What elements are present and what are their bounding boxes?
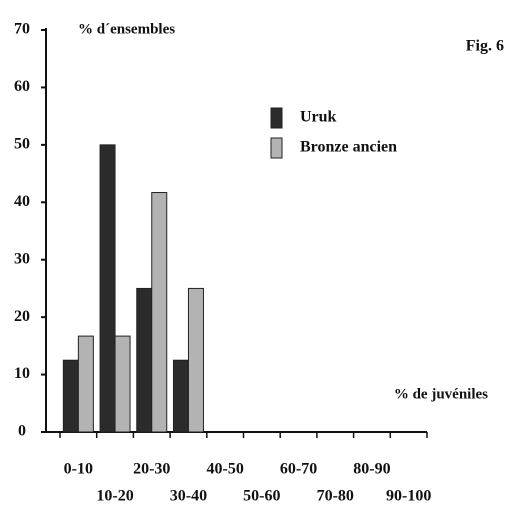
x-tick-label: 40-50 bbox=[206, 461, 243, 478]
x-tick-label: 30-40 bbox=[170, 488, 207, 505]
chart-title: Fig. 6 bbox=[466, 38, 504, 55]
y-tick-label: 0 bbox=[18, 423, 26, 440]
bar bbox=[62, 359, 79, 433]
y-axis-label: % d´ensembles bbox=[78, 21, 175, 37]
bar bbox=[77, 335, 94, 433]
bar bbox=[187, 287, 204, 433]
x-tick-label: 60-70 bbox=[280, 461, 317, 478]
x-axis-label: % de juvéniles bbox=[394, 386, 488, 402]
x-tick-label: 70-80 bbox=[317, 488, 354, 505]
x-tick-label: 50-60 bbox=[243, 488, 280, 505]
x-tick-label: 90-100 bbox=[386, 488, 431, 505]
legend-label: Uruk bbox=[300, 109, 337, 126]
legend-swatch bbox=[270, 107, 283, 129]
legend-swatch bbox=[270, 137, 283, 159]
y-tick-label: 50 bbox=[14, 136, 30, 153]
y-tick-label: 10 bbox=[14, 365, 30, 382]
y-tick-label: 60 bbox=[14, 78, 30, 95]
x-tick-label: 20-30 bbox=[133, 461, 170, 478]
legend-label: Bronze ancien bbox=[300, 139, 397, 156]
y-tick-label: 70 bbox=[14, 21, 30, 38]
bar bbox=[172, 359, 189, 433]
y-tick-label: 40 bbox=[14, 193, 30, 210]
x-tick-label: 80-90 bbox=[353, 461, 390, 478]
bar bbox=[114, 335, 131, 433]
x-tick-label: 10-20 bbox=[96, 488, 133, 505]
bar bbox=[151, 192, 168, 433]
bar bbox=[99, 144, 116, 433]
y-tick-label: 30 bbox=[14, 250, 30, 267]
y-tick-label: 20 bbox=[14, 308, 30, 325]
bar bbox=[136, 287, 153, 433]
x-tick-label: 0-10 bbox=[64, 461, 93, 478]
